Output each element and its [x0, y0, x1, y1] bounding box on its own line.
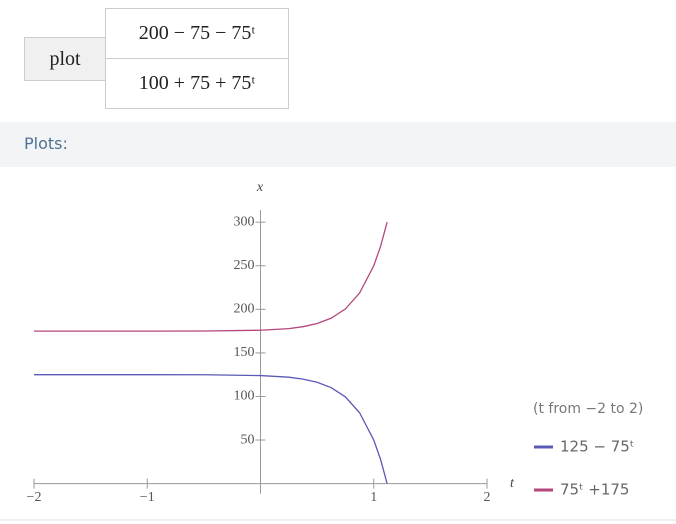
input-row: 200 − 75 − 75ᵗ [105, 8, 289, 59]
series-line [34, 374, 388, 484]
y-tick-label: 300 [234, 214, 255, 229]
x-tick-label: −2 [27, 490, 42, 505]
section-header: Plots: [0, 122, 676, 167]
input-label: plot [24, 37, 106, 81]
x-tick-label: 2 [484, 490, 491, 505]
chart: x t (t from −2 to 2) −2 −1 1 25010015020025… [0, 180, 676, 521]
x-axis-label: t [510, 476, 515, 491]
y-tick-label: 200 [234, 302, 255, 317]
y-axis-label: x [256, 180, 264, 195]
range-note: (t from −2 to 2) [533, 401, 643, 417]
y-tick-label: 50 [241, 432, 255, 447]
legend-label: 125 − 75ᵗ [560, 438, 634, 456]
series-line [34, 222, 388, 332]
x-tick-label: −1 [140, 490, 155, 505]
y-tick-label: 100 [234, 389, 255, 404]
y-tick-label: 250 [234, 258, 255, 273]
input-row: 100 + 75 + 75ᵗ [105, 58, 289, 109]
legend-label: 75ᵗ +175 [560, 481, 629, 499]
y-tick-label: 150 [234, 345, 255, 360]
x-tick-label: 1 [370, 490, 377, 505]
section-title: Plots: [24, 134, 68, 153]
